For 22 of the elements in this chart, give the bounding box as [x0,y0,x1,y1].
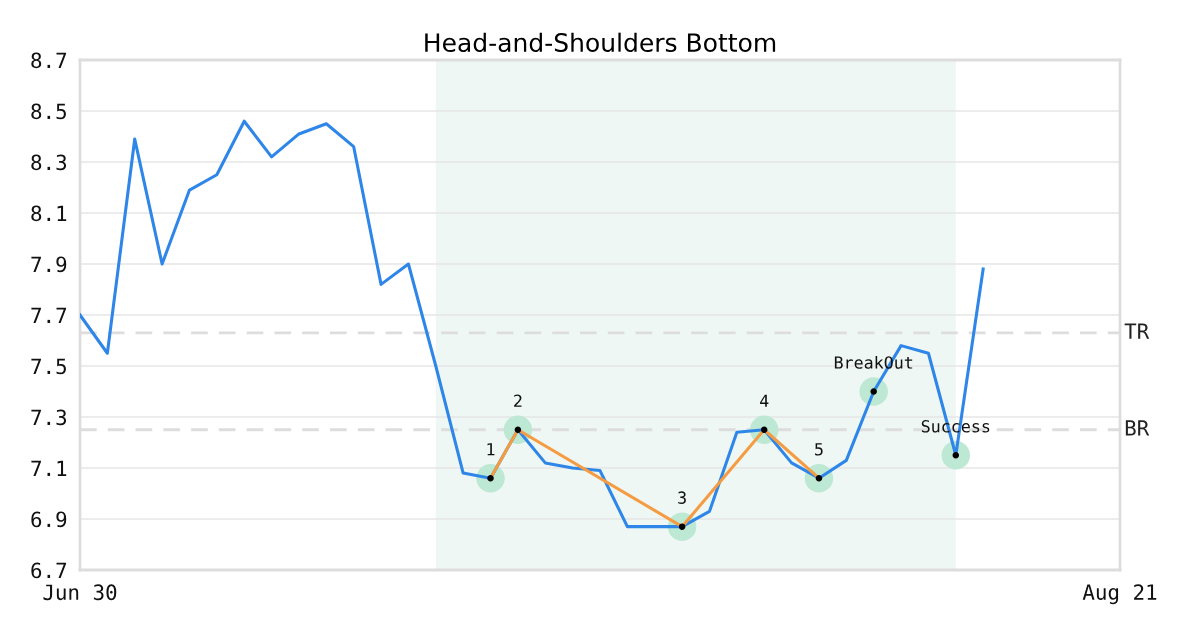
annotation: 2 [514,394,522,407]
y-tick-label: 7.9 [31,256,67,273]
y-tick-label: 7.7 [31,307,67,323]
annotation: 5 [815,443,823,456]
chart-title: Head-and-Shoulders Bottom [425,32,776,53]
y-tick-label: 7.3 [31,409,67,426]
y-tick-label: 7.5 [31,358,66,375]
y-tick-label: 8.1 [31,205,67,222]
ref-line-label: BR [1125,420,1150,436]
x-tick-label: Aug 21 [1082,584,1157,605]
y-tick-label: 8.5 [31,103,66,120]
annotation: 4 [760,394,769,407]
annotation: 3 [678,491,686,504]
y-tick-label: 7.1 [31,460,67,476]
point [870,388,877,395]
ref-line-label: TR [1124,323,1150,339]
annotation: 1 [487,443,495,456]
y-tick-label: 8.3 [31,154,67,171]
x-tick-label: Jun 30 [43,584,117,601]
y-tick-label: 6.7 [31,562,67,579]
y-tick-label: 8.7 [31,52,67,69]
y-tick-label: 6.9 [31,511,67,528]
